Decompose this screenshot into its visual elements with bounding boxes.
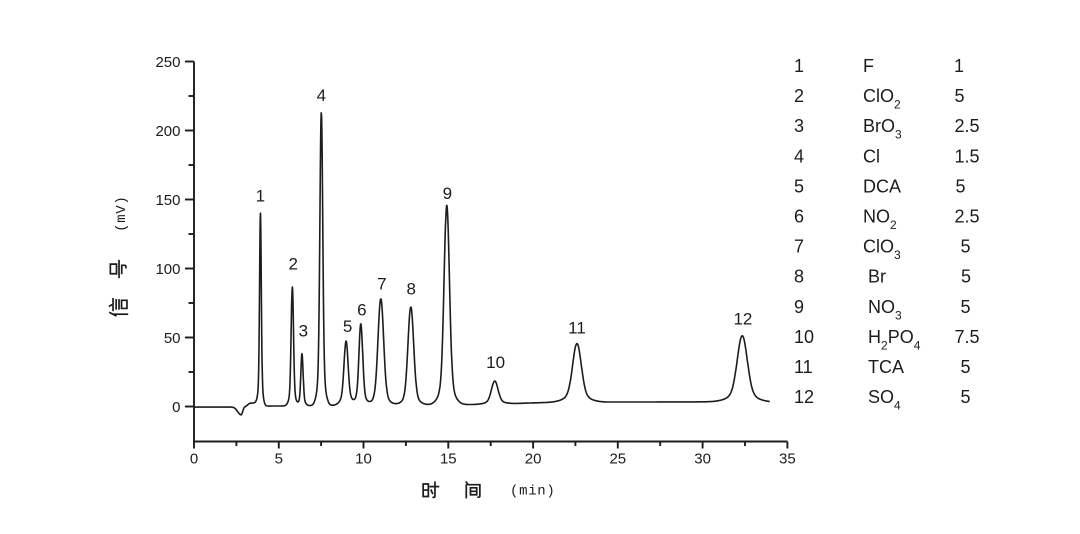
svg-text:200: 200 [155,123,180,140]
svg-text:15: 15 [440,451,457,468]
svg-text:6: 6 [357,301,366,320]
svg-text:11: 11 [568,319,586,338]
svg-text:5: 5 [961,237,971,257]
svg-text:5: 5 [961,267,971,287]
svg-text:6: 6 [794,207,804,227]
svg-text:0: 0 [172,399,180,416]
svg-text:2.5: 2.5 [955,207,980,227]
svg-text:1: 1 [794,56,804,76]
svg-text:5: 5 [794,176,804,196]
svg-text:1: 1 [954,56,964,76]
svg-text:5: 5 [956,176,966,196]
svg-text:7: 7 [377,275,386,294]
svg-text:12: 12 [794,387,814,407]
svg-text:5: 5 [343,317,352,336]
svg-text:10: 10 [355,451,372,468]
svg-text:4: 4 [794,146,804,166]
svg-text:250: 250 [155,54,180,71]
svg-text:8: 8 [406,280,415,299]
svg-text:7: 7 [794,237,804,257]
svg-text:10: 10 [486,353,505,372]
svg-text:1.5: 1.5 [955,146,980,166]
svg-text:2: 2 [794,86,804,106]
svg-text:25: 25 [609,451,626,468]
svg-text:F: F [863,56,874,76]
svg-text:5: 5 [961,387,971,407]
svg-text:12: 12 [733,310,752,329]
svg-text:(mV): (mV) [114,195,130,231]
svg-text:11: 11 [794,357,813,377]
svg-text:30: 30 [694,451,711,468]
svg-text:0: 0 [190,451,198,468]
svg-text:20: 20 [525,451,542,468]
svg-text:TCA: TCA [868,357,904,377]
svg-text:50: 50 [164,330,181,347]
svg-text:3: 3 [299,321,308,340]
svg-text:9: 9 [443,184,452,203]
svg-text:DCA: DCA [863,176,901,196]
svg-text:7.5: 7.5 [955,327,980,347]
svg-text:Cl: Cl [863,146,880,166]
svg-text:100: 100 [155,261,180,278]
svg-text:Br: Br [868,267,886,287]
svg-text:9: 9 [794,297,804,317]
svg-text:1: 1 [256,187,265,206]
svg-text:5: 5 [275,451,283,468]
svg-text:8: 8 [794,267,804,287]
svg-text:4: 4 [317,86,326,105]
svg-text:10: 10 [794,327,814,347]
svg-text:2: 2 [288,255,297,274]
svg-text:(min): (min) [510,483,556,499]
svg-text:150: 150 [155,192,180,209]
svg-text:5: 5 [961,357,971,377]
svg-text:2.5: 2.5 [955,116,980,136]
svg-text:35: 35 [779,451,796,468]
svg-text:5: 5 [955,86,965,106]
svg-text:3: 3 [794,116,804,136]
svg-text:5: 5 [961,297,971,317]
